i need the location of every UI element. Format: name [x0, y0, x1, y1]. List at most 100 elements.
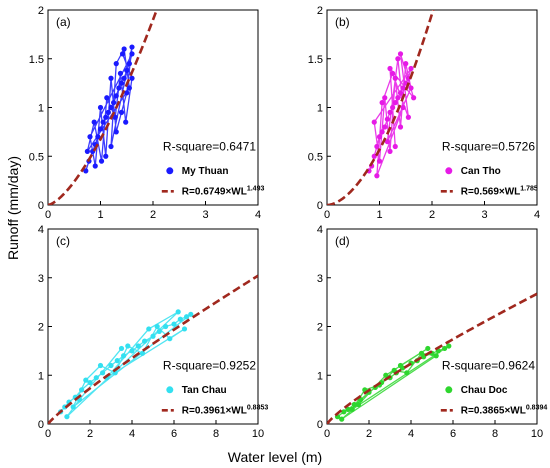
legend-fit-label: R=0.6749×WL1.493	[182, 185, 265, 197]
data-point	[341, 409, 347, 415]
data-point	[79, 387, 85, 393]
fit-curve	[48, 274, 258, 424]
data-point	[411, 95, 417, 101]
data-point	[374, 173, 380, 179]
data-point	[113, 129, 119, 135]
data-point	[188, 311, 194, 317]
data-point	[405, 114, 411, 120]
data-point	[384, 139, 390, 145]
data-point	[111, 100, 117, 106]
data-area	[327, 10, 435, 205]
data-point	[121, 46, 127, 52]
x-tick-label: 0	[324, 209, 330, 221]
legend-fit-label: R=0.3865×WL0.8394	[461, 404, 548, 416]
x-tick-label: 3	[202, 209, 208, 221]
fit-curve	[48, 10, 159, 205]
data-point	[108, 104, 114, 111]
data-point	[129, 51, 135, 57]
x-tick-label: 1	[97, 209, 103, 221]
data-point	[135, 343, 141, 349]
fit-curve	[327, 10, 435, 205]
panel-label: (a)	[56, 15, 71, 29]
data-point	[119, 51, 126, 57]
fit-exponent: 1.785	[520, 185, 538, 192]
y-tick-label: 0.5	[29, 151, 44, 163]
x-axis-title: Water level (m)	[228, 449, 322, 465]
data-point	[345, 406, 351, 412]
data-point	[97, 104, 104, 111]
y-tick-label: 4	[38, 224, 44, 236]
x-tick-label: 8	[213, 428, 219, 440]
data-point	[184, 314, 190, 320]
legend-marker	[166, 167, 174, 175]
y-tick-label: 2	[38, 322, 44, 334]
r-square-label: R-square=0.6471	[163, 139, 256, 153]
data-area	[48, 274, 258, 424]
y-tick-label: 1	[317, 103, 323, 115]
data-area	[48, 10, 159, 205]
legend-station-label: Can Tho	[461, 166, 501, 177]
data-point	[175, 309, 181, 315]
data-point	[397, 51, 404, 57]
x-tick-label: 2	[87, 428, 93, 440]
data-point	[114, 358, 120, 364]
legend-marker	[445, 386, 453, 394]
data-point	[150, 333, 156, 339]
legend-station-label: Tan Chau	[182, 385, 227, 396]
data-point	[142, 338, 148, 344]
x-tick-label: 4	[129, 428, 135, 440]
legend-fit-label: R=0.569×WL1.785	[461, 185, 538, 197]
x-tick-label: 4	[255, 209, 261, 221]
data-point	[171, 321, 177, 327]
y-tick-label: 2	[317, 5, 323, 17]
data-point	[433, 353, 439, 359]
data-point	[113, 61, 119, 67]
data-point	[124, 67, 130, 74]
y-tick-label: 2	[317, 322, 323, 334]
data-point	[125, 343, 131, 349]
legend-marker	[445, 167, 453, 175]
x-tick-label: 2	[366, 428, 372, 440]
x-tick-label: 2	[429, 209, 435, 221]
x-tick-label: 1	[376, 209, 382, 221]
data-point	[126, 85, 132, 91]
data-point	[97, 126, 104, 132]
r-square-label: R-square=0.9252	[163, 358, 256, 372]
data-point	[93, 375, 99, 381]
data-point	[408, 65, 414, 72]
data-point	[117, 70, 124, 76]
data-point	[387, 148, 393, 154]
data-point	[87, 379, 93, 386]
data-point	[95, 134, 101, 140]
data-point	[392, 143, 398, 150]
x-tick-label: 8	[492, 428, 498, 440]
data-point	[87, 134, 93, 140]
y-tick-label: 0	[317, 200, 323, 212]
data-point	[124, 90, 130, 96]
data-point	[91, 119, 97, 125]
x-tick-label: 4	[408, 428, 414, 440]
y-tick-label: 2	[38, 5, 44, 17]
data-point	[146, 326, 152, 332]
data-point	[105, 109, 111, 115]
data-point	[100, 370, 106, 376]
legend-station-label: Chau Doc	[461, 385, 508, 396]
data-point	[116, 85, 122, 91]
y-tick-label: 1.5	[29, 54, 44, 66]
y-tick-label: 1	[38, 103, 44, 115]
data-point	[64, 414, 70, 420]
panel-label: (d)	[335, 234, 350, 248]
data-point	[382, 95, 388, 101]
data-point	[400, 104, 406, 111]
fit-curve	[327, 292, 537, 424]
data-point	[387, 65, 393, 72]
data-point	[154, 323, 160, 330]
data-point	[395, 56, 401, 62]
data-point	[339, 416, 345, 422]
data-point	[384, 116, 390, 122]
x-tick-label: 10	[531, 428, 543, 440]
x-tick-label: 6	[450, 428, 456, 440]
data-point	[390, 70, 396, 76]
x-tick-label: 10	[252, 428, 264, 440]
